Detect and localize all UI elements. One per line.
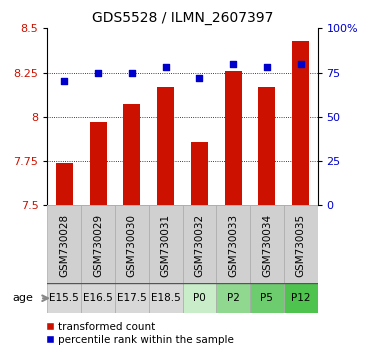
Text: GSM730033: GSM730033 [228,213,238,277]
Bar [81,205,115,285]
Bar [284,283,318,313]
Bar [123,104,140,205]
Bar [250,283,284,313]
Text: GSM730035: GSM730035 [296,213,306,277]
Bar [90,122,107,205]
Bar [182,283,216,313]
Point [196,75,202,81]
Bar [47,283,81,313]
Point [230,61,236,67]
Text: age: age [12,293,33,303]
Text: P0: P0 [193,293,206,303]
Bar [47,205,81,285]
Point [298,61,304,67]
Text: E18.5: E18.5 [151,293,181,303]
Bar [292,41,309,205]
Bar [149,283,182,313]
Text: E16.5: E16.5 [83,293,113,303]
Bar [216,283,250,313]
Bar [182,205,216,285]
Bar [225,71,242,205]
Text: GSM730031: GSM730031 [161,213,170,277]
Text: P5: P5 [261,293,273,303]
Point [264,64,270,70]
Bar [81,283,115,313]
Bar [258,87,275,205]
Text: GSM730034: GSM730034 [262,213,272,277]
Bar [115,205,149,285]
Text: P2: P2 [227,293,239,303]
Title: GDS5528 / ILMN_2607397: GDS5528 / ILMN_2607397 [92,11,273,24]
Text: E17.5: E17.5 [117,293,147,303]
Text: GSM730030: GSM730030 [127,214,137,276]
Legend: transformed count, percentile rank within the sample: transformed count, percentile rank withi… [42,317,238,349]
Bar [56,163,73,205]
Text: E15.5: E15.5 [49,293,79,303]
Text: P12: P12 [291,293,310,303]
Bar [216,205,250,285]
Bar [157,87,174,205]
Bar [284,205,318,285]
Text: GSM730029: GSM730029 [93,213,103,277]
Bar [115,283,149,313]
Bar [149,205,182,285]
Bar [250,205,284,285]
Text: GSM730028: GSM730028 [59,213,69,277]
Point [61,79,67,84]
Text: GSM730032: GSM730032 [195,213,204,277]
Bar [191,142,208,205]
Point [163,64,169,70]
Point [95,70,101,75]
Point [129,70,135,75]
